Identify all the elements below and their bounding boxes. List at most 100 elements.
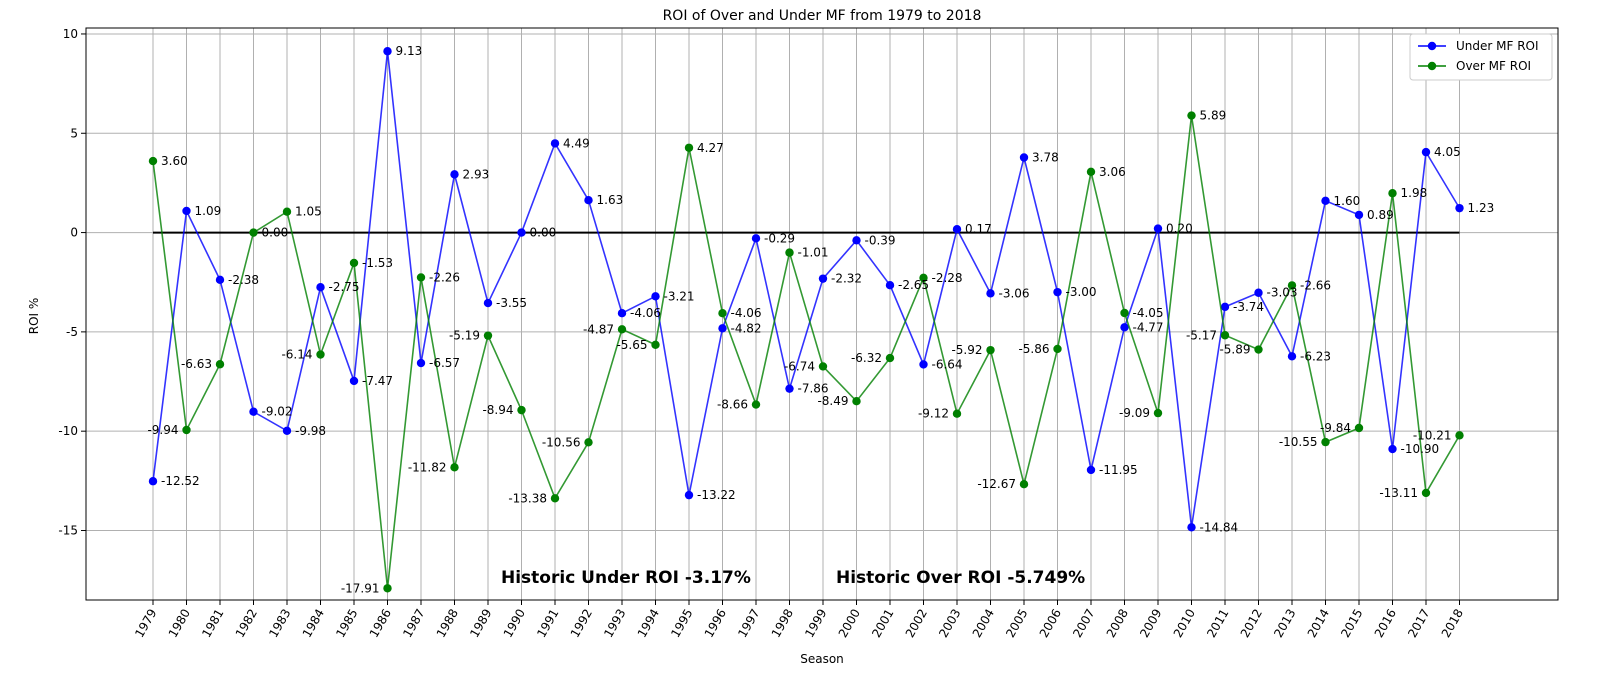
data-label: 1.60 (1334, 194, 1361, 208)
annotation-text: Historic Over ROI -5.749% (836, 568, 1085, 588)
data-label: -9.84 (1320, 421, 1351, 435)
data-label: 0.89 (1367, 208, 1394, 222)
data-point (550, 139, 560, 148)
x-tick-label: 2003 (936, 607, 963, 640)
data-label: -4.06 (630, 306, 661, 320)
data-point (517, 228, 526, 237)
data-label: -2.66 (1300, 278, 1331, 292)
legend-swatch-marker (1427, 41, 1437, 51)
data-label: -7.47 (362, 374, 393, 388)
data-point (1053, 287, 1062, 297)
data-point (785, 384, 794, 393)
data-point (885, 281, 895, 290)
data-label: -7.86 (798, 382, 829, 396)
x-tick-label: 1980 (166, 607, 193, 640)
chart-title: ROI of Over and Under MF from 1979 to 20… (663, 8, 982, 24)
data-label: 0.20 (1166, 222, 1193, 236)
x-tick-label: 2007 (1070, 607, 1097, 640)
data-point (1321, 437, 1330, 447)
x-tick-label: 2018 (1439, 607, 1466, 640)
data-label: 5.89 (1200, 109, 1227, 123)
data-label: 1.09 (195, 204, 222, 218)
data-label: 1.05 (295, 205, 322, 219)
data-label: -11.95 (1099, 463, 1138, 477)
data-point (919, 360, 928, 369)
data-point (617, 309, 627, 318)
data-labels: -12.52 1.09 -2.38 -9.02-9.98 -2.75 -7.47 9.13 -… (147, 44, 1494, 595)
data-label: -9.94 (147, 423, 178, 437)
x-tick-label: 2017 (1405, 607, 1432, 640)
x-tick-label: 1992 (568, 607, 595, 640)
data-point (1388, 189, 1397, 198)
data-label: -3.55 (496, 296, 527, 310)
data-label: -3.03 (1267, 286, 1298, 300)
data-label: 9.13 (396, 44, 423, 58)
data-label: -11.82 (408, 460, 447, 474)
x-tick-label: 2004 (970, 607, 997, 640)
data-label: -9.98 (295, 424, 326, 438)
data-label: 4.27 (697, 141, 724, 155)
x-tick-label: 1986 (367, 607, 394, 640)
data-point (1287, 352, 1297, 361)
data-label: -13.22 (697, 488, 736, 502)
data-label: 0.17 (965, 222, 992, 236)
x-tick-label: 1984 (300, 607, 327, 640)
data-label: -9.12 (918, 407, 949, 421)
data-point (1455, 203, 1464, 213)
x-tick-label: 1979 (132, 607, 159, 640)
data-point (617, 325, 627, 334)
data-label: -6.64 (932, 357, 963, 371)
x-tick-label: 1991 (534, 607, 561, 640)
data-point (282, 207, 292, 216)
data-point (1153, 224, 1163, 233)
x-tick-label: 1997 (735, 607, 762, 640)
y-tick-label: 5 (70, 126, 78, 140)
data-point (1053, 344, 1062, 354)
legend: Under MF ROI Over MF ROI (1409, 33, 1553, 81)
data-point (282, 426, 292, 435)
data-point (986, 289, 995, 298)
legend-swatch-marker (1427, 61, 1437, 71)
data-label: -2.65 (898, 278, 929, 292)
data-label: -12.67 (977, 477, 1016, 491)
data-point (1321, 196, 1330, 205)
data-point (1019, 480, 1029, 489)
data-point (1354, 210, 1364, 220)
x-tick-label: 1989 (467, 607, 494, 640)
data-point (517, 405, 526, 415)
data-point (450, 170, 459, 179)
data-point (1254, 288, 1263, 297)
x-tick-label: 1985 (333, 607, 360, 640)
data-label: -0.39 (865, 233, 896, 247)
x-tick-label: 2011 (1204, 607, 1231, 640)
data-point (215, 360, 225, 369)
data-label: -14.84 (1200, 520, 1239, 534)
data-point (383, 584, 392, 593)
data-label: -4.82 (731, 321, 762, 335)
y-tick-label: -10 (58, 424, 78, 438)
data-point (1421, 147, 1431, 157)
data-point (1187, 523, 1196, 532)
y-tick-label: 10 (63, 27, 78, 41)
data-label: -10.55 (1279, 435, 1318, 449)
x-tick-label: 2010 (1171, 607, 1198, 640)
data-point (584, 195, 593, 205)
data-label: -13.11 (1379, 486, 1418, 500)
x-tick-label: 2005 (1003, 607, 1030, 640)
x-tick-label: 2008 (1104, 607, 1131, 640)
data-point (718, 309, 727, 318)
grid (86, 28, 1558, 600)
data-point (584, 438, 593, 447)
data-label: 2.93 (463, 167, 490, 181)
x-tick-label: 1982 (233, 607, 260, 640)
data-label: -9.09 (1119, 406, 1150, 420)
x-tick-label: 1988 (434, 607, 461, 640)
annotation-text: Historic Under ROI -3.17% (501, 568, 751, 588)
data-point (182, 206, 191, 216)
data-label: -4.05 (1133, 306, 1164, 320)
data-label: -3.00 (1066, 285, 1097, 299)
x-tick-label: 1995 (668, 607, 695, 640)
data-point (1254, 345, 1263, 354)
data-point (1120, 323, 1129, 332)
data-point (952, 409, 962, 418)
